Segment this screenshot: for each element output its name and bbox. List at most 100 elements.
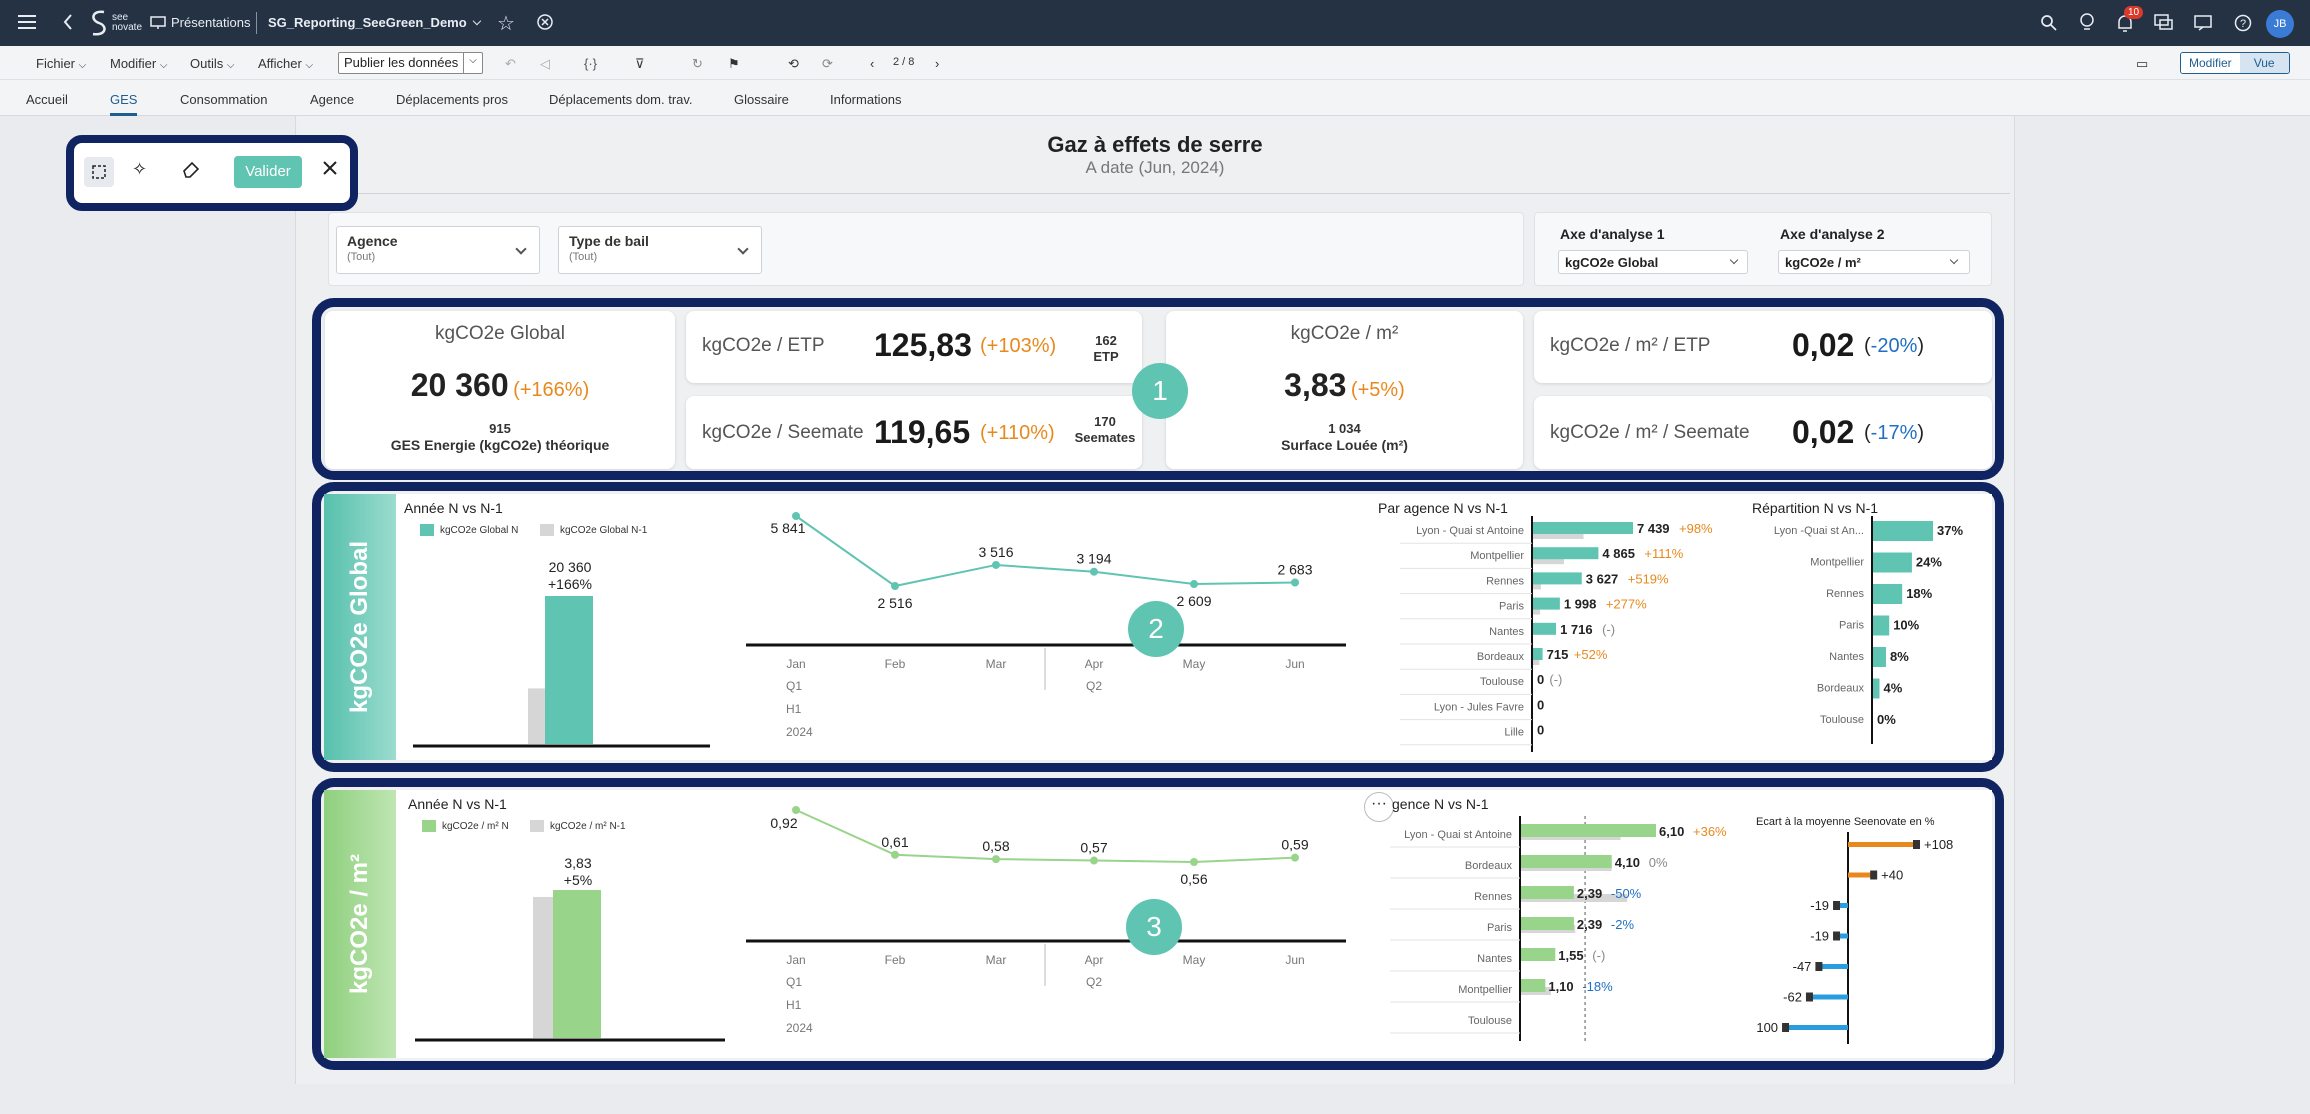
bar-share (1873, 678, 1880, 699)
lightbulb-icon[interactable] (2078, 12, 2096, 32)
close-icon[interactable] (319, 157, 341, 184)
undo-arrow-icon[interactable]: ⟲ (788, 56, 799, 71)
x-tick-label: Mar (986, 657, 1007, 671)
kpi-m2-etp-card[interactable]: kgCO2e / m² / ETP 0,02 (-20%) (1534, 311, 1992, 383)
toolbar: Fichier ⌵ Modifier ⌵ Outils ⌵ Afficher ⌵… (0, 46, 2310, 115)
back-icon[interactable] (62, 13, 74, 31)
agence-filter[interactable]: Agence (Tout) (336, 226, 540, 274)
trend-line (795, 515, 1296, 588)
x-tick-label: Mar (986, 953, 1007, 967)
notification-badge: 10 (2124, 6, 2144, 19)
chat-icon[interactable] (2154, 14, 2174, 32)
top-bar: see novate Présentations SG_Reporting_See… (0, 0, 2310, 46)
kpi-m2-values: 3,83 (+5%) (1166, 367, 1523, 404)
chevron-down-icon (515, 243, 527, 255)
value-label: -19 (1810, 898, 1829, 913)
kpi-etp-card[interactable]: kgCO2e / ETP 125,83 (+103%) 162 ETP (686, 311, 1142, 383)
star-icon[interactable]: ☆ (497, 13, 515, 35)
kpi-m2-card[interactable]: kgCO2e / m² 3,83 (+5%) 1 034 Surface Lou… (1166, 311, 1523, 469)
formula-icon[interactable]: {·} (584, 56, 598, 71)
publish-button[interactable]: Publier les données ⌵ (338, 52, 483, 74)
category-label: Rennes (1474, 891, 1512, 903)
redo-arrow-icon[interactable]: ⟳ (822, 56, 833, 71)
bar-end-marker (1833, 901, 1841, 910)
feedback-icon[interactable] (2194, 14, 2214, 32)
kpi-etp-count: 162 (1095, 333, 1117, 348)
x-tick-label: Feb (885, 953, 906, 967)
view-menu[interactable]: Afficher ⌵ (258, 56, 313, 71)
delta-label: -50% (1611, 886, 1642, 901)
story-name: SG_Reporting_SeeGreen_Demo (268, 15, 467, 30)
data-point (891, 850, 899, 859)
help-icon[interactable]: ? (2234, 14, 2252, 32)
year-label: 2024 (786, 725, 813, 739)
tab-glossaire[interactable]: Glossaire (734, 92, 789, 107)
x-tick-label: Apr (1085, 953, 1104, 967)
global-legend-n: kgCO2e Global N (420, 524, 518, 536)
next-page-icon[interactable]: › (935, 56, 940, 71)
data-label: 0,61 (881, 834, 908, 850)
type-de-bail-value: (Tout) (569, 251, 598, 263)
kpi-seemate-card[interactable]: kgCO2e / Seemate 119,65 (+110%) 170 Seem… (686, 396, 1142, 469)
chevron-down-icon: ⌵ (226, 60, 235, 71)
validate-button[interactable]: Valider (234, 156, 302, 188)
tab-agence[interactable]: Agence (310, 92, 355, 107)
eraser-icon[interactable] (180, 157, 202, 184)
story-title[interactable]: SG_Reporting_SeeGreen_Demo ⌵ (268, 15, 481, 30)
prev-page-icon[interactable]: ‹ (870, 56, 875, 71)
x-tick-label: Feb (885, 657, 906, 671)
tab-deplacements-pros[interactable]: Déplacements pros (396, 92, 508, 107)
type-de-bail-filter[interactable]: Type de bail (Tout) (558, 226, 762, 274)
tab-informations[interactable]: Informations (830, 92, 902, 107)
axis-selector-panel (1534, 212, 1992, 286)
type-de-bail-label: Type de bail (569, 233, 649, 249)
value-label: 2,39 (1577, 886, 1602, 901)
global-side-banner: kgCO2e Global (324, 494, 396, 760)
category-label: Paris (1839, 620, 1865, 632)
delta-label: (-) (1602, 622, 1615, 637)
chevron-down-icon[interactable]: ⌵ (463, 53, 482, 73)
category-label: Nantes (1477, 953, 1512, 965)
speaker-icon[interactable]: ◁ (540, 56, 550, 71)
close-circle-icon[interactable] (536, 13, 554, 31)
file-menu-label: Fichier (36, 56, 76, 71)
category-label: Lyon - Quai st Antoine (1404, 829, 1512, 841)
undo-icon[interactable]: ↶ (505, 56, 516, 71)
marker-1: 1 (1132, 363, 1188, 419)
filter-icon[interactable]: ⊽ (635, 56, 645, 71)
m2-legend-n1: kgCO2e / m² N-1 (530, 820, 626, 832)
bar-current (1533, 522, 1633, 534)
tab-deplacements-dom[interactable]: Déplacements dom. trav. (549, 92, 693, 107)
file-menu[interactable]: Fichier ⌵ (36, 56, 86, 71)
tab-accueil[interactable]: Accueil (26, 92, 68, 107)
sparkle-icon[interactable]: ✧ (132, 159, 148, 179)
select-area-icon[interactable] (84, 157, 114, 187)
half-label: H1 (786, 998, 802, 1012)
kpi-seemate-count-label: Seemates (1074, 430, 1136, 445)
deviation-bar (1808, 994, 1848, 1000)
tools-menu[interactable]: Outils ⌵ (190, 56, 234, 71)
present-icon[interactable]: ▭ (2136, 56, 2149, 71)
kpi-m2-seemate-card[interactable]: kgCO2e / m² / Seemate 0,02 (-17%) (1534, 396, 1992, 469)
bookmark-icon[interactable]: ⚑ (728, 56, 740, 71)
more-options-icon[interactable]: ··· (1364, 792, 1394, 822)
view-mode-button[interactable]: Vue (2239, 53, 2289, 73)
presentations-link[interactable]: Présentations (150, 15, 251, 30)
data-label: 5 841 (770, 520, 805, 536)
axe2-select[interactable]: kgCO2e / m² (1778, 250, 1970, 274)
menu-icon[interactable] (18, 14, 36, 30)
category-label: Paris (1499, 601, 1525, 613)
edit-mode-button[interactable]: Modifier (2181, 53, 2240, 73)
tab-consommation[interactable]: Consommation (180, 92, 268, 107)
search-icon[interactable] (2040, 14, 2058, 32)
kpi-m2-sub-label: Surface Louée (m²) (1281, 437, 1408, 453)
avatar[interactable]: JB (2266, 10, 2294, 38)
axe1-select[interactable]: kgCO2e Global (1558, 250, 1748, 274)
kpi-global-card[interactable]: kgCO2e Global 20 360 (+166%) 915 GES Ene… (325, 311, 675, 469)
tab-ges[interactable]: GES (110, 92, 138, 116)
value-label: 4% (1883, 681, 1902, 696)
refresh-icon[interactable]: ↻ (692, 56, 703, 71)
axe1-label: Axe d'analyse 1 (1560, 226, 1665, 242)
edit-menu[interactable]: Modifier ⌵ (110, 56, 167, 71)
value-label: 1,55 (1558, 948, 1583, 963)
